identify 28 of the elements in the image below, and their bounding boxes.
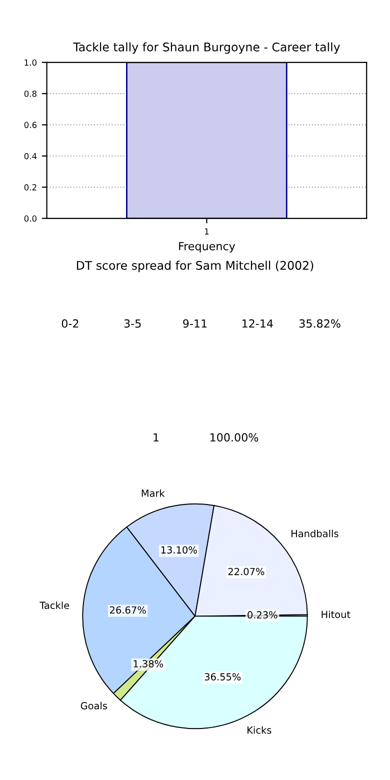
text: 35.82% (299, 319, 340, 328)
slice-label: Hitout (322, 610, 350, 618)
data-label: 1.38% (134, 660, 164, 668)
y-tick-label: 0.4 (24, 152, 37, 160)
slice-label: Handballs (292, 530, 338, 538)
data-label: 13.10% (161, 546, 197, 554)
chart-title: Tackle tally for Shaun Burgoyne - Career tally (73, 42, 340, 54)
data-label: 22.07% (228, 568, 264, 576)
slice-label: Goals (80, 702, 108, 710)
text: 0-2 (62, 319, 78, 328)
y-tick-label: 0.2 (24, 184, 36, 190)
x-axis-title: Frequency (179, 242, 236, 252)
text: 1 (154, 433, 159, 442)
y-tick-label: 0.0 (24, 215, 37, 222)
slice-label: Mark (142, 489, 165, 497)
data-label: 36.55% (204, 673, 241, 680)
data-label: 0.23% (248, 611, 278, 619)
y-tick-label: 1.0 (24, 59, 37, 66)
text: DT score spread for Sam Mitchell (2002) (76, 260, 314, 272)
text: 12-14 (242, 319, 273, 328)
text: 3-5 (124, 319, 141, 328)
y-tick-label: 0.8 (24, 90, 37, 97)
data-label: 26.67% (110, 606, 146, 614)
slice-label: Kicks (248, 726, 272, 734)
y-tick-label: 0.6 (24, 122, 37, 128)
text: 100.00% (210, 433, 258, 442)
text: 9-11 (183, 319, 207, 328)
slice-label: Tackle (40, 602, 70, 610)
